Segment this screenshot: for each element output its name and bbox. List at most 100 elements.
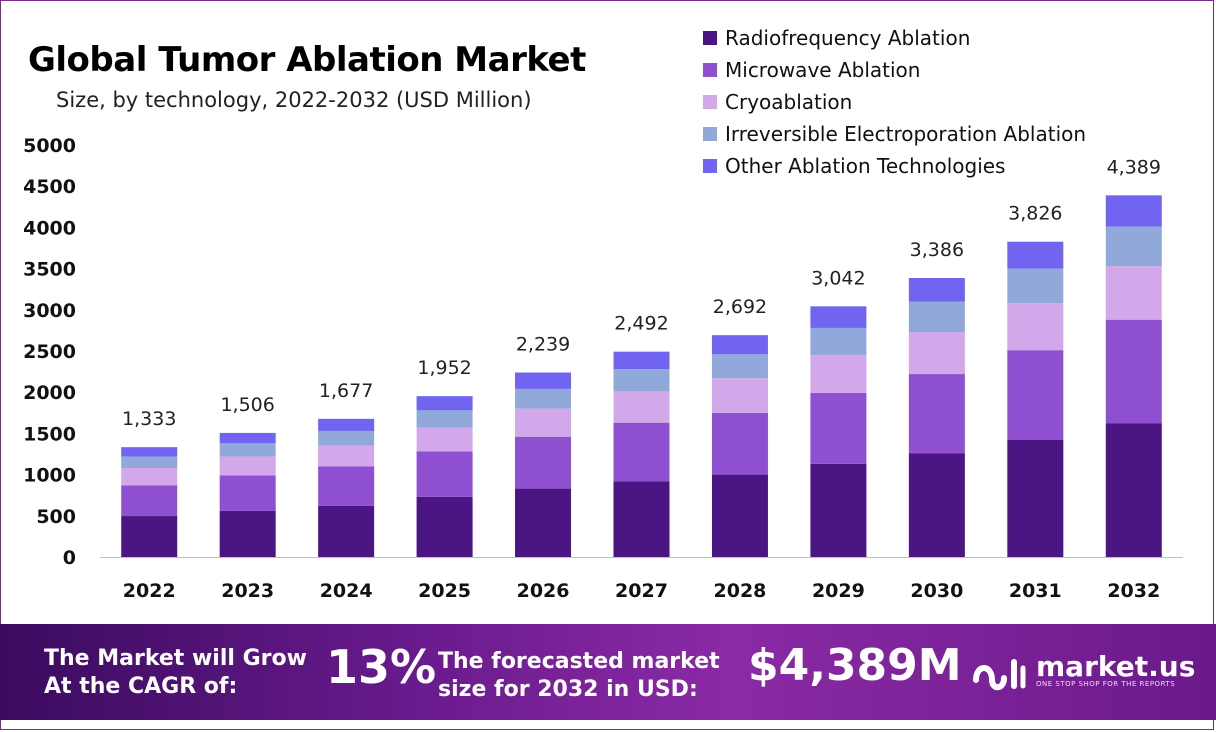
chart-title: Global Tumor Ablation Market bbox=[28, 40, 586, 80]
legend-swatch bbox=[703, 31, 717, 45]
bar-total-label: 1,952 bbox=[417, 357, 471, 379]
y-tick-label: 2000 bbox=[23, 382, 76, 404]
x-tick-label: 2023 bbox=[221, 580, 274, 602]
bar-segment bbox=[121, 516, 178, 557]
bar-segment bbox=[613, 351, 670, 370]
market-us-logo-icon bbox=[973, 659, 1026, 691]
bar-segment bbox=[908, 301, 965, 333]
bar-segment bbox=[908, 332, 965, 375]
legend-label: Microwave Ablation bbox=[725, 58, 921, 82]
chart-legend: Radiofrequency Ablation Microwave Ablatio… bbox=[703, 22, 1086, 182]
y-tick-label: 5000 bbox=[23, 135, 76, 157]
x-tick-label: 2031 bbox=[1009, 580, 1062, 602]
bar-segment bbox=[1105, 195, 1162, 227]
bar-segment bbox=[416, 427, 473, 452]
bar-total-label: 1,333 bbox=[122, 408, 176, 430]
bar-segment bbox=[416, 451, 473, 497]
bar-segment bbox=[1105, 226, 1162, 267]
bar-segment bbox=[1105, 266, 1162, 320]
legend-item: Cryoablation bbox=[703, 86, 1086, 118]
bar-segment bbox=[1105, 423, 1162, 557]
legend-swatch bbox=[703, 95, 717, 109]
bar-segment bbox=[711, 354, 768, 379]
bar-segment bbox=[515, 388, 572, 409]
legend-swatch bbox=[703, 127, 717, 141]
bar-segment bbox=[219, 432, 276, 444]
bar-segment bbox=[416, 396, 473, 411]
bar-segment bbox=[318, 418, 375, 431]
bar-segment bbox=[1007, 303, 1064, 351]
bar-segment bbox=[613, 422, 670, 482]
x-tick-label: 2024 bbox=[320, 580, 373, 602]
legend-swatch bbox=[703, 159, 717, 173]
bar-segment bbox=[515, 408, 572, 437]
bar-segment bbox=[121, 456, 178, 469]
bar-segment bbox=[318, 505, 375, 557]
bar-segment bbox=[416, 410, 473, 428]
y-tick-label: 1000 bbox=[23, 465, 76, 487]
bar-segment bbox=[810, 327, 867, 356]
bar-segment bbox=[613, 391, 670, 423]
x-tick-label: 2025 bbox=[418, 580, 471, 602]
bar-segment bbox=[515, 436, 572, 489]
y-tick-label: 500 bbox=[36, 506, 76, 528]
x-tick-label: 2029 bbox=[812, 580, 865, 602]
x-tick-label: 2032 bbox=[1107, 580, 1160, 602]
bar-segment bbox=[515, 488, 572, 557]
legend-label: Irreversible Electroporation Ablation bbox=[725, 122, 1087, 146]
x-tick-label: 2027 bbox=[615, 580, 668, 602]
legend-item: Irreversible Electroporation Ablation bbox=[703, 118, 1086, 150]
bar-segment bbox=[613, 369, 670, 392]
logo-tagline: ONE STOP SHOP FOR THE REPORTS bbox=[1036, 680, 1176, 688]
chart-subtitle: Size, by technology, 2022-2032 (USD Mill… bbox=[56, 88, 532, 112]
bar-segment bbox=[1007, 439, 1064, 557]
x-tick-label: 2028 bbox=[714, 580, 767, 602]
bar-segment bbox=[121, 485, 178, 517]
bar-segment bbox=[908, 374, 965, 454]
bar-segment bbox=[810, 306, 867, 328]
bar-segment bbox=[810, 355, 867, 394]
y-tick-label: 3500 bbox=[23, 259, 76, 281]
bar-segment bbox=[318, 466, 375, 506]
bar-segment bbox=[1007, 241, 1064, 269]
legend-label: Radiofrequency Ablation bbox=[725, 26, 971, 50]
bar-segment bbox=[515, 372, 572, 389]
bar-segment bbox=[711, 335, 768, 355]
bar-segment bbox=[810, 393, 867, 464]
bar-segment bbox=[121, 468, 178, 486]
legend-swatch bbox=[703, 63, 717, 77]
y-tick-label: 0 bbox=[63, 547, 76, 569]
x-tick-label: 2022 bbox=[123, 580, 176, 602]
bar-segment bbox=[219, 475, 276, 511]
bar-segment bbox=[711, 412, 768, 475]
bar-segment bbox=[318, 445, 375, 467]
bar-segment bbox=[613, 481, 670, 557]
bar-segment bbox=[219, 510, 276, 557]
bar-segment bbox=[711, 474, 768, 557]
logo-name: market.us bbox=[1036, 650, 1196, 683]
bar-segment bbox=[908, 453, 965, 557]
legend-item: Other Ablation Technologies bbox=[703, 150, 1086, 182]
bar-total-label: 2,492 bbox=[614, 313, 668, 335]
bar-chart: 0 500 1000 1500 2000 2500 3000 3500 4000 4500 5000… bbox=[23, 135, 1183, 602]
bar-segment bbox=[1007, 268, 1064, 304]
x-tick-label: 2026 bbox=[517, 580, 570, 602]
bar-segment bbox=[1105, 319, 1162, 424]
bar-total-label: 2,692 bbox=[713, 296, 767, 318]
cagr-caption: The Market will Grow At the CAGR of: bbox=[44, 646, 307, 699]
bar-total-label: 3,826 bbox=[1008, 203, 1062, 225]
bar-segment bbox=[810, 463, 867, 557]
bar-total-label: 1,506 bbox=[220, 394, 274, 416]
y-tick-label: 3000 bbox=[23, 300, 76, 322]
bar-segment bbox=[219, 443, 276, 457]
bar-segment bbox=[219, 456, 276, 476]
bar-segment bbox=[711, 378, 768, 413]
bar-total-label: 4,389 bbox=[1107, 156, 1161, 178]
legend-label: Other Ablation Technologies bbox=[725, 154, 1006, 178]
bar-total-label: 1,677 bbox=[319, 380, 373, 402]
bar-segment bbox=[121, 447, 178, 457]
bar-segment bbox=[416, 496, 473, 557]
legend-item: Radiofrequency Ablation bbox=[703, 22, 1086, 54]
bar-total-label: 3,386 bbox=[910, 239, 964, 261]
cagr-value: 13% bbox=[326, 640, 437, 694]
